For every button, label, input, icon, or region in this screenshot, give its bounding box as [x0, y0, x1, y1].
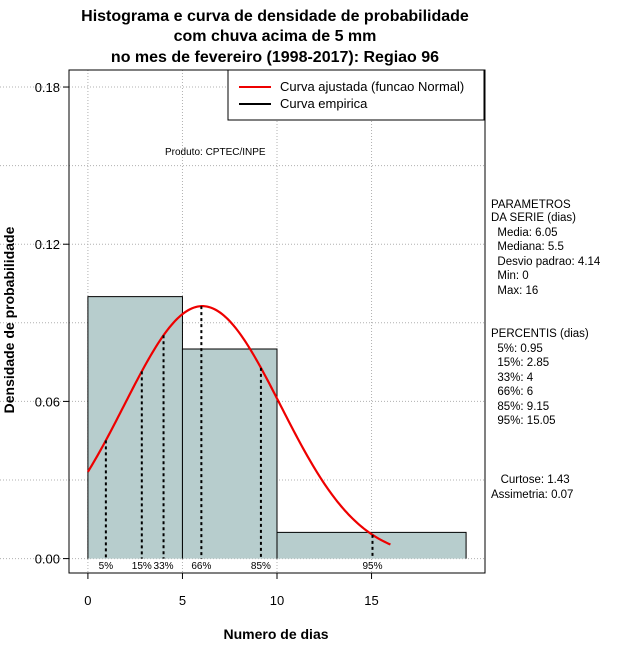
stats-panel: PARAMETROS DA SERIE (dias) Media: 6.05 M…	[491, 199, 601, 501]
histogram-bar-outline	[276, 531, 467, 559]
stats-p5: 5%: 0.95	[491, 343, 543, 355]
stats-min: Min: 0	[491, 270, 529, 282]
x-tick-label: 10	[270, 593, 284, 608]
fitted-normal-curve	[86, 305, 391, 546]
stats-assimetria: Assimetria: 0.07	[491, 489, 573, 501]
percentile-label: 33%	[154, 561, 174, 572]
percentile-label: 95%	[362, 561, 382, 572]
histogram-bar	[182, 349, 277, 559]
stats-p66: 66%: 6	[491, 386, 533, 398]
y-tick-label: 0.00	[35, 552, 60, 567]
percentile-label: 5%	[99, 561, 114, 572]
legend-label-fitted: Curva ajustada (funcao Normal)	[280, 79, 464, 94]
stats-p95: 95%: 15.05	[491, 415, 556, 427]
histogram-bar-outline	[181, 348, 278, 559]
stats-percentis-title: PERCENTIS (dias)	[491, 328, 589, 340]
plot-area: 5% 15% 33% 66% 85% 95% 0.00 0.06 0.12 0.18 0 5 10 15	[0, 69, 486, 608]
stats-params-title: PARAMETROS	[491, 199, 571, 211]
legend-box	[227, 69, 485, 121]
title-line-2: com chuva acima de 5 mm	[174, 28, 377, 45]
y-tick-label: 0.06	[35, 394, 60, 409]
y-tick-label: 0.12	[35, 237, 60, 252]
stats-media: Media: 6.05	[491, 227, 557, 239]
x-tick-label: 5	[179, 593, 186, 608]
x-tick-label: 15	[364, 593, 378, 608]
percentile-label: 85%	[251, 561, 271, 572]
stats-curtose: Curtose: 1.43	[491, 474, 570, 486]
y-axis-label: Densidade de probabilidade	[1, 226, 17, 413]
stats-mediana: Mediana: 5.5	[491, 241, 564, 253]
x-axis-label: Numero de dias	[223, 626, 328, 642]
stats-max: Max: 16	[491, 285, 538, 297]
legend-label-empirical: Curva empirica	[280, 96, 368, 111]
chart-title: Histograma e curva de densidade de proba…	[81, 8, 469, 66]
legend: Curva ajustada (funcao Normal) Curva emp…	[227, 69, 485, 121]
percentile-label: 15%	[132, 561, 152, 572]
title-line-3: no mes de fevereiro (1998-2017): Regiao …	[111, 49, 439, 66]
stats-params-subtitle: DA SERIE (dias)	[491, 212, 576, 224]
stats-p15: 15%: 2.85	[491, 357, 549, 369]
stats-desvio: Desvio padrao: 4.14	[491, 256, 601, 268]
percentile-label: 66%	[191, 561, 211, 572]
title-line-1: Histograma e curva de densidade de proba…	[81, 8, 469, 25]
product-annotation: Produto: CPTEC/INPE	[165, 147, 266, 158]
y-tick-label: 0.18	[35, 80, 60, 95]
stats-p85: 85%: 9.15	[491, 401, 549, 413]
histogram-bar	[87, 296, 183, 559]
stats-p33: 33%: 4	[491, 372, 534, 384]
x-tick-label: 0	[84, 593, 91, 608]
